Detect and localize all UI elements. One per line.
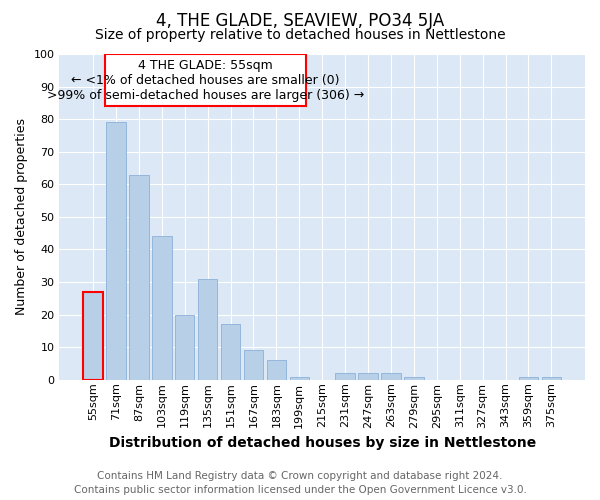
Text: 4 THE GLADE: 55sqm
← <1% of detached houses are smaller (0)
>99% of semi-detache: 4 THE GLADE: 55sqm ← <1% of detached hou… [47, 58, 364, 102]
Bar [381, 373, 401, 380]
Text: Size of property relative to detached houses in Nettlestone: Size of property relative to detached ho… [95, 28, 505, 42]
Y-axis label: Number of detached properties: Number of detached properties [15, 118, 28, 316]
Bar [106, 122, 126, 380]
Bar [175, 314, 194, 380]
Bar [83, 292, 103, 380]
Bar [198, 279, 217, 380]
Bar [519, 376, 538, 380]
Text: 4, THE GLADE, SEAVIEW, PO34 5JA: 4, THE GLADE, SEAVIEW, PO34 5JA [156, 12, 444, 30]
X-axis label: Distribution of detached houses by size in Nettlestone: Distribution of detached houses by size … [109, 436, 536, 450]
Bar [358, 373, 378, 380]
Bar [404, 376, 424, 380]
Bar [335, 373, 355, 380]
Bar [221, 324, 240, 380]
Bar [152, 236, 172, 380]
Bar [244, 350, 263, 380]
Bar [129, 174, 149, 380]
Bar [542, 376, 561, 380]
Text: Contains HM Land Registry data © Crown copyright and database right 2024.
Contai: Contains HM Land Registry data © Crown c… [74, 471, 526, 495]
Bar [266, 360, 286, 380]
FancyBboxPatch shape [104, 54, 306, 106]
Bar [290, 376, 309, 380]
